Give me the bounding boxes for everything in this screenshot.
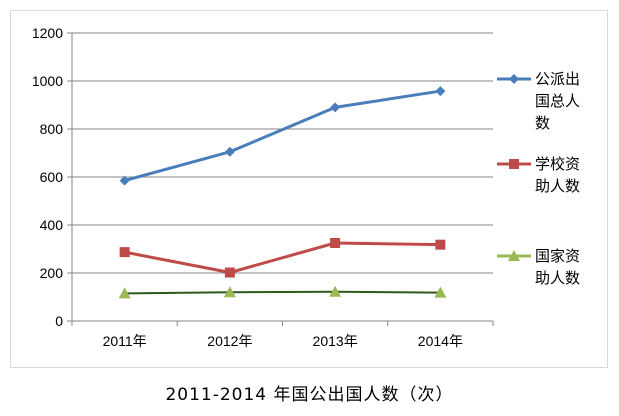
series-line-1 — [124, 241, 441, 275]
legend-marker-2 — [508, 250, 520, 261]
y-tick-label: 400 — [40, 217, 64, 233]
chart-frame — [10, 10, 608, 368]
y-tick-label: 600 — [40, 169, 64, 185]
data-point-series-1 — [224, 267, 235, 278]
y-tick-label: 800 — [40, 121, 64, 137]
legend-label-2: 助人数 — [535, 269, 580, 287]
data-point-series-2 — [118, 287, 131, 299]
y-tick-label: 1000 — [32, 73, 63, 89]
data-point-series-1 — [330, 238, 341, 248]
data-point-series-2 — [329, 285, 342, 297]
data-point-series-0 — [435, 86, 446, 97]
series-line-2 — [124, 290, 441, 295]
data-point-series-0 — [224, 146, 235, 157]
legend-marker-0 — [509, 74, 519, 84]
data-point-series-0 — [119, 175, 130, 186]
legend-label-1: 学校资 — [535, 155, 580, 173]
data-point-series-2 — [434, 286, 447, 298]
data-point-series-0 — [330, 102, 341, 113]
legend-label-0: 公派出 — [535, 70, 580, 88]
series-line-0 — [124, 89, 441, 183]
data-point-series-2 — [223, 286, 236, 298]
legend-label-0: 数 — [535, 114, 550, 132]
x-tick-label: 2014年 — [418, 333, 463, 349]
chart-caption: 2011-2014 年国公出国人数（次） — [165, 385, 454, 405]
y-tick-label: 0 — [55, 313, 63, 329]
data-point-series-1 — [119, 247, 130, 258]
legend-label-1: 助人数 — [535, 177, 580, 195]
y-tick-label: 1200 — [32, 25, 63, 41]
legend-label-0: 国总人 — [535, 92, 580, 110]
legend-marker-1 — [509, 159, 519, 169]
y-tick-label: 200 — [40, 265, 64, 281]
data-point-series-1 — [435, 239, 446, 250]
x-tick-label: 2011年 — [103, 333, 147, 349]
x-tick-label: 2012年 — [207, 333, 252, 349]
x-tick-label: 2013年 — [313, 333, 358, 349]
legend-label-2: 国家资 — [535, 247, 580, 265]
